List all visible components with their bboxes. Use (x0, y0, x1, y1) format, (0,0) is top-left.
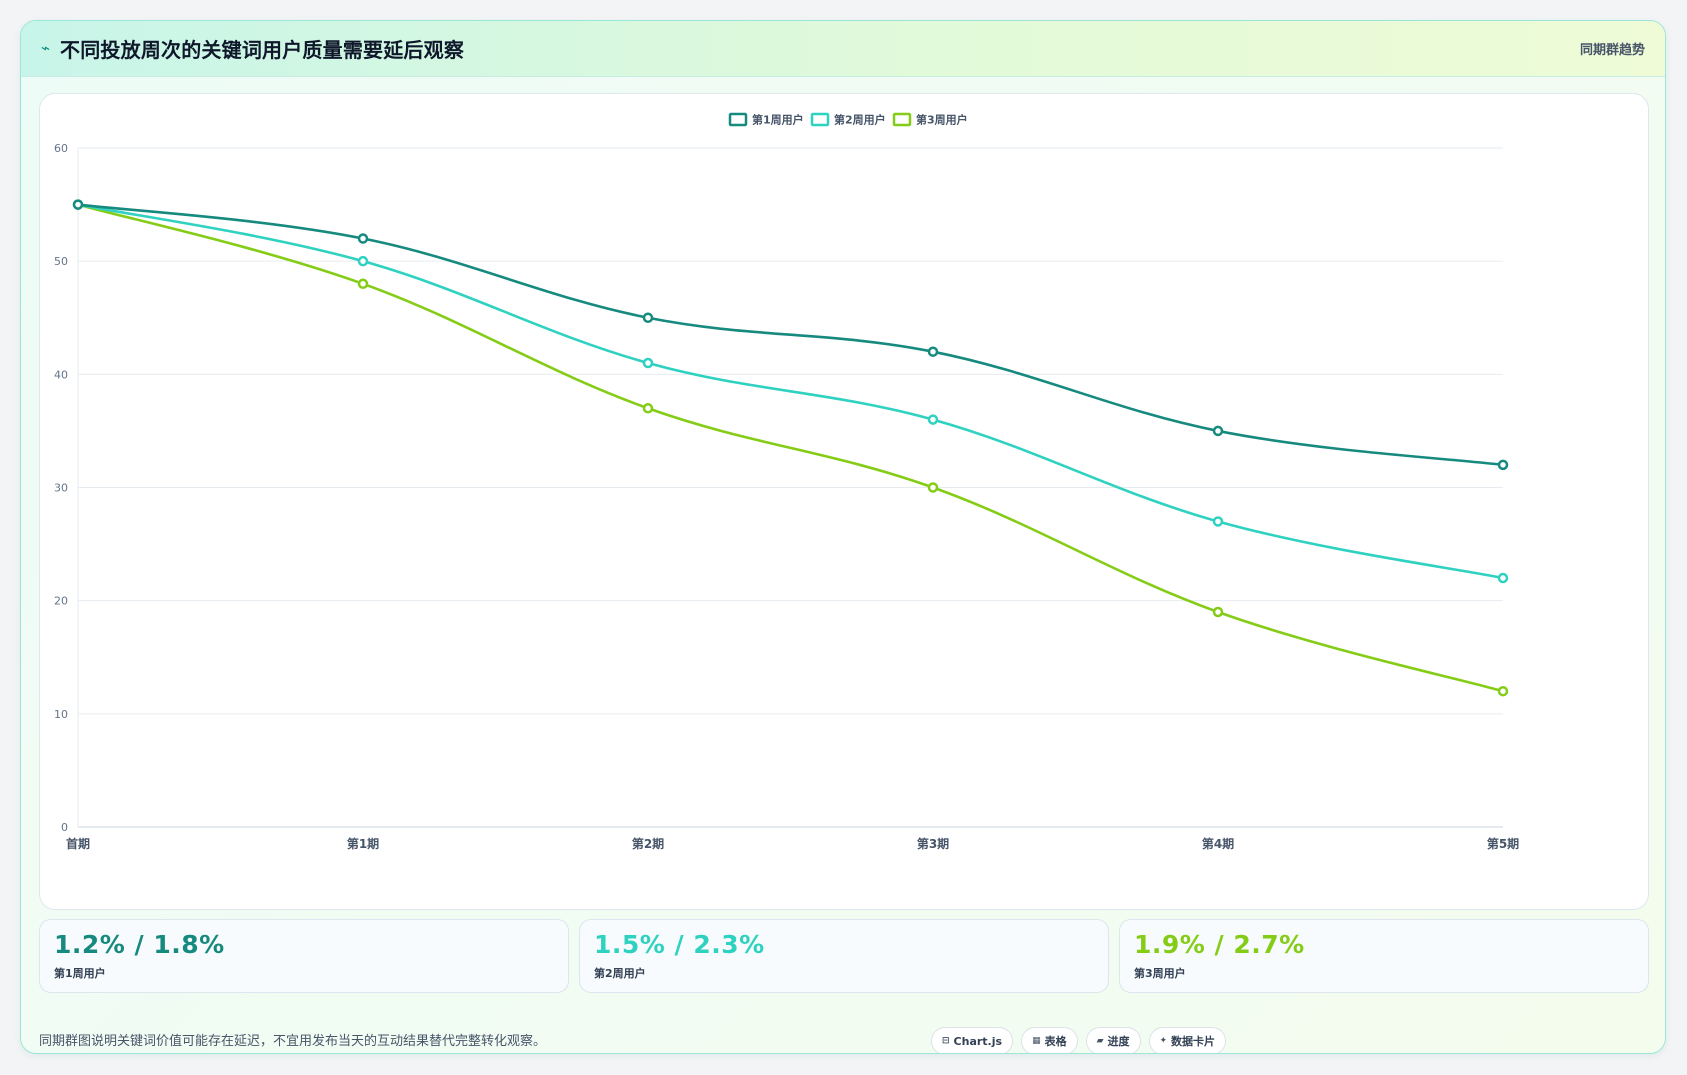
metric-value: 1.2% / 1.8% (54, 930, 225, 959)
series-line (77, 203, 1504, 467)
metric-card-week2: 1.5% / 2.3% 第2周用户 (579, 919, 1109, 993)
chip-label: 进度 (1107, 1035, 1130, 1048)
legend-label: 第3周用户 (916, 113, 968, 127)
x-tick-label: 第2期 (632, 836, 664, 851)
legend-label: 第2周用户 (834, 113, 886, 127)
metric-value: 1.5% / 2.3% (594, 930, 765, 959)
data-point (357, 255, 369, 267)
chip-label: 表格 (1044, 1035, 1067, 1048)
line-chart: 0 10 20 30 40 50 60 首期 第1期 第2期 第3期 第4期 第5期 第1周用户 第2周用户… (54, 112, 1519, 852)
x-tick-label: 第1期 (347, 836, 379, 851)
y-tick-label: 10 (54, 708, 68, 721)
data-point (1497, 572, 1509, 584)
metric-label: 第3周用户 (1134, 967, 1186, 980)
table-icon: ⊟ (942, 1036, 950, 1046)
header-subtitle: 同期群趋势 (1579, 43, 1645, 58)
legend-swatch (728, 112, 748, 127)
chip-label: Chart.js (953, 1034, 1003, 1048)
legend-swatch (810, 112, 830, 127)
y-tick-label: 0 (61, 821, 68, 834)
data-point (357, 278, 369, 290)
chip-table[interactable]: ▦ 表格 (1021, 1027, 1078, 1053)
chip-progress[interactable]: ▰ 进度 (1085, 1027, 1141, 1053)
chip-label: 数据卡片 (1171, 1035, 1216, 1048)
metric-label: 第2周用户 (594, 967, 646, 980)
data-point (1212, 606, 1224, 618)
series-line (77, 203, 1504, 693)
metric-card-week3: 1.9% / 2.7% 第3周用户 (1119, 919, 1649, 993)
y-tick-label: 40 (54, 368, 68, 381)
data-point (1497, 685, 1509, 697)
tech-chips: ⊟ Chart.js ▦ 表格 ▰ 进度 ✦ 数据卡片 (931, 1027, 1227, 1053)
page-title: 不同投放周次的关键词用户质量需要延后观察 (60, 38, 465, 62)
chip-chartjs[interactable]: ⊟ Chart.js (931, 1027, 1014, 1053)
sparkle-icon: ✦ (1159, 1036, 1168, 1046)
series-line (77, 203, 1504, 580)
grid-icon: ▦ (1032, 1036, 1041, 1046)
y-tick-label: 20 (54, 595, 68, 608)
trend-icon: ⌁ (41, 39, 51, 57)
metrics-row: 1.2% / 1.8% 第1周用户 1.5% / 2.3% 第2周用户 1.9%… (39, 919, 1649, 993)
x-tick-label: 第3期 (917, 836, 949, 851)
card-header: ⌁ 不同投放周次的关键词用户质量需要延后观察 同期群趋势 (21, 21, 1665, 77)
chart-card: ⌁ 不同投放周次的关键词用户质量需要延后观察 同期群趋势 0 10 20 30 40 50… (20, 20, 1666, 1054)
legend-swatch (892, 112, 912, 127)
data-point (927, 346, 939, 357)
data-point (927, 482, 939, 493)
y-tick-label: 30 (54, 482, 68, 495)
chip-data-card[interactable]: ✦ 数据卡片 (1148, 1027, 1227, 1053)
data-point (642, 357, 654, 369)
data-point (72, 199, 84, 210)
chart-panel: 0 10 20 30 40 50 60 首期 第1期 第2期 第3期 第4期 第5期 第1周用户 第2周用户… (39, 93, 1649, 910)
y-tick-label: 60 (54, 142, 68, 155)
title-wrap: ⌁ 不同投放周次的关键词用户质量需要延后观察 (41, 34, 464, 63)
x-tick-label: 第4期 (1202, 836, 1234, 851)
data-point (357, 233, 369, 244)
legend-label: 第1周用户 (752, 113, 804, 127)
progress-icon: ▰ (1096, 1036, 1104, 1046)
data-point (1497, 459, 1509, 471)
data-point (1212, 516, 1224, 527)
metric-value: 1.9% / 2.7% (1134, 930, 1305, 959)
metric-label: 第1周用户 (54, 967, 106, 980)
data-point (1212, 425, 1224, 437)
data-point (642, 312, 654, 323)
metric-card-week1: 1.2% / 1.8% 第1周用户 (39, 919, 569, 993)
x-tick-label: 首期 (66, 836, 90, 851)
data-point (927, 414, 939, 425)
y-tick-label: 50 (54, 255, 68, 268)
footer-note: 同期群图说明关键词价值可能存在延迟，不宜用发布当天的互动结果替代完整转化观察。 (39, 1034, 547, 1049)
data-point (642, 403, 654, 414)
x-tick-label: 第5期 (1487, 836, 1519, 851)
